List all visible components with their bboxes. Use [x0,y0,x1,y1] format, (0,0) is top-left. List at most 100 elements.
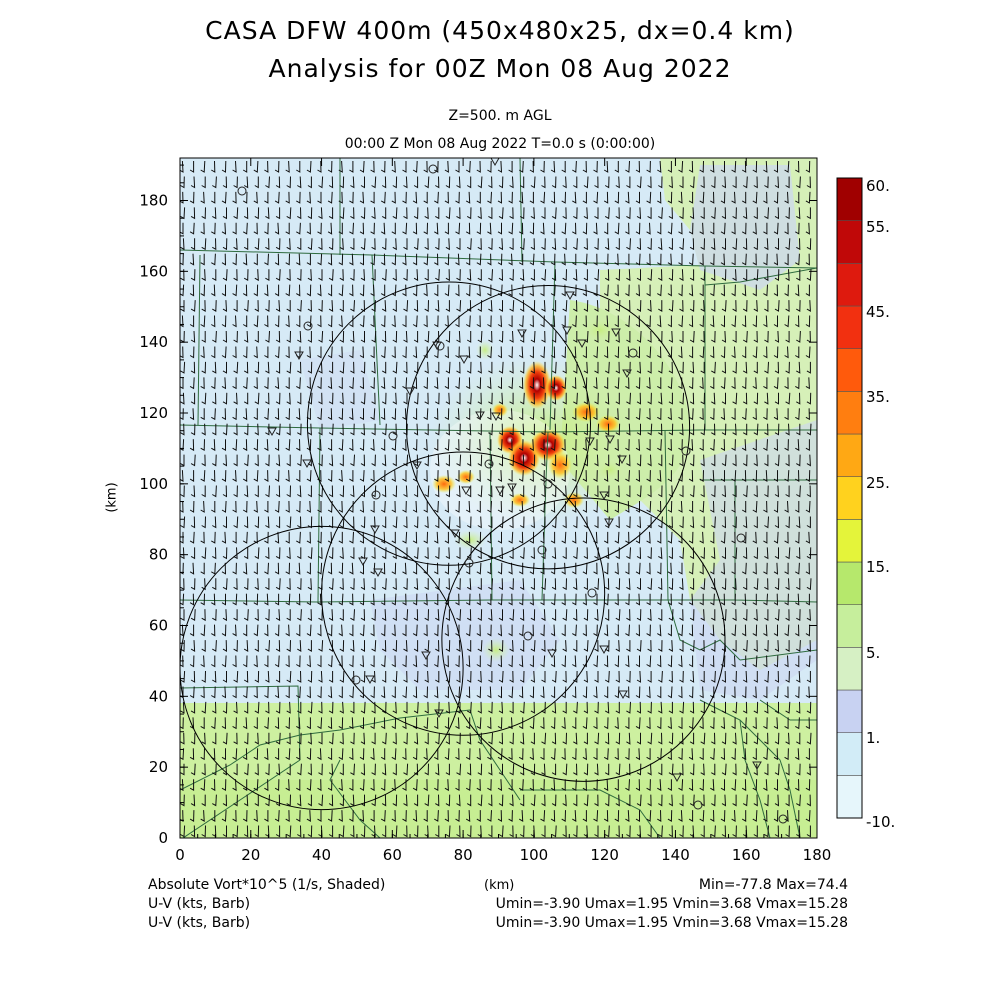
range-ring [441,497,726,782]
level-label: Z=500. m AGL [448,108,552,124]
station-circle [428,164,438,174]
range-ring [180,525,464,811]
station-triangle [604,518,614,528]
station-triangle [562,326,572,336]
colorbar-swatch [836,305,863,349]
chart-title-analysis-time: Analysis for 00Z Mon 08 Aug 2022 [268,54,732,83]
station-triangle [507,483,517,493]
y-tick-label: 0 [158,829,168,847]
x-tick-label: 20 [241,846,260,864]
x-axis-label: (km) [484,878,515,893]
x-axis: 0 20 40 60 80 100 120 140 160 180 [175,158,831,864]
radar-range-rings [180,281,726,811]
x-tick-label: 40 [312,846,331,864]
colorbar-label: 45. [866,303,890,321]
y-tick-label: 80 [149,546,168,564]
colorbar: 60. 55. 45. 35. 25. 15. 5. 1. -10. [836,177,895,831]
y-tick-label: 180 [139,192,168,210]
station-triangle [370,525,380,535]
x-tick-label: 120 [590,846,619,864]
colorbar-label: 60. [866,177,890,195]
station-circle [351,675,361,685]
station-triangle [412,461,422,471]
colorbar-swatch [836,348,863,392]
station-triangle [459,355,469,365]
x-tick-label: 140 [661,846,690,864]
station-circle [371,490,381,500]
station-circle [543,479,553,489]
uv-label-1: U-V (kts, Barb) [148,896,251,912]
colorbar-label: 1. [866,729,880,747]
y-tick-label: 20 [149,758,168,776]
station-triangle [617,455,627,465]
station-circle [736,533,746,543]
x-tick-label: 100 [520,846,549,864]
station-triangle [495,486,505,496]
chart-title: CASA DFW 400m (450x480x25, dx=0.4 km) [205,16,795,45]
uv-stats-1: Umin=-3.90 Umax=1.95 Vmin=3.68 Vmax=15.2… [495,896,848,912]
colorbar-swatch [836,220,863,264]
x-tick-label: 60 [383,846,402,864]
station-triangle [267,427,277,437]
colorbar-swatch [836,476,863,520]
station-circle [435,341,445,351]
colorbar-swatch [836,433,863,477]
station-circle [628,348,638,358]
y-tick-label: 140 [139,333,168,351]
field-minmax: Min=-77.8 Max=74.4 [698,877,848,893]
colorbar-label: 25. [866,474,890,492]
uv-label-2: U-V (kts, Barb) [148,915,251,931]
station-circle [484,459,494,469]
station-circle [693,800,703,810]
colorbar-label: 5. [866,644,880,662]
colorbar-swatch [836,732,863,776]
colorbar-label: 15. [866,558,890,576]
range-ring [405,285,691,570]
station-triangle [450,529,460,539]
station-triangle [672,773,682,783]
station-triangle [491,412,501,422]
station-triangle [373,568,383,578]
colorbar-swatch [836,391,863,435]
station-triangle [358,557,368,567]
wind-barb-field [180,160,812,838]
station-circle [303,321,313,331]
station-markers [237,157,788,824]
colorbar-swatch [836,263,863,307]
station-circle [537,545,547,555]
x-tick-label: 180 [803,846,832,864]
colorbar-label: 35. [866,388,890,406]
station-triangle [605,435,615,445]
valid-time-label: 00:00 Z Mon 08 Aug 2022 T=0.0 s (0:00:00… [344,136,656,152]
station-triangle [302,459,312,469]
wind-barbs [180,160,812,838]
station-triangle [434,709,444,719]
field-description: Absolute Vort*10^5 (1/s, Shaded) [148,877,386,893]
station-triangle [611,328,621,338]
y-tick-label: 160 [139,262,168,280]
x-tick-label: 160 [732,846,761,864]
x-tick-label: 0 [175,846,185,864]
station-triangle [475,411,485,421]
station-circle [523,631,533,641]
station-triangle [461,486,471,496]
y-tick-label: 100 [139,475,168,493]
station-circle [778,814,788,824]
station-triangle [599,491,609,501]
station-circle [464,558,474,568]
colorbar-swatch [836,689,863,733]
station-triangle [547,649,557,659]
colorbar-label: 55. [866,218,890,236]
uv-stats-2: Umin=-3.90 Umax=1.95 Vmin=3.68 Vmax=15.2… [495,915,848,931]
station-triangle [622,369,632,379]
station-triangle [599,645,609,655]
y-tick-label: 40 [149,687,168,705]
colorbar-swatch [836,519,863,563]
station-triangle [565,291,575,301]
station-triangle [405,387,415,397]
colorbar-swatch [836,561,863,605]
station-triangle [577,339,587,349]
station-triangle [432,341,442,351]
colorbar-swatch [836,604,863,648]
